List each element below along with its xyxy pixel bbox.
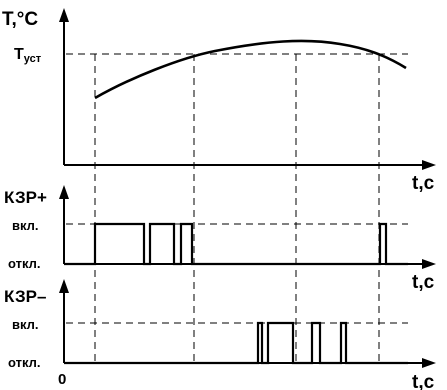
temperature-curve [94, 39, 407, 100]
kzr-plus-x-arrow [422, 259, 436, 269]
kzr-minus-y-arrow [59, 279, 69, 293]
kzr-minus-on-label: вкл. [12, 317, 39, 332]
kzr-minus-signal [64, 321, 408, 365]
kzr-minus-x-arrow [422, 358, 436, 368]
kzr-plus-title: КЗР+ [4, 188, 47, 207]
setpoint-label-main: T [14, 46, 24, 63]
temperature-x-arrow [422, 160, 436, 170]
kzr-minus-chart: КЗР– вкл. откл. 0 t,c [4, 279, 436, 390]
kzr-plus-signal [64, 222, 408, 266]
kzr-plus-off-label: откл. [8, 256, 41, 271]
kzr-minus-off-label: откл. [8, 355, 41, 370]
origin-label: 0 [58, 371, 66, 388]
kzr-plus-chart: КЗР+ вкл. откл. t,c [4, 185, 436, 293]
kzr-plus-on-label: вкл. [12, 218, 39, 233]
kzr-plus-time-label: t,c [412, 272, 435, 293]
time-guides [94, 54, 380, 363]
temperature-time-label: t,c [412, 173, 435, 194]
temperature-y-arrow [59, 8, 69, 22]
kzr-minus-title: КЗР– [4, 287, 46, 306]
setpoint-label-sub: уст [24, 53, 42, 65]
kzr-minus-time-label: t,c [412, 372, 435, 390]
temperature-chart: T,°C Tуст t,c [2, 8, 436, 194]
temperature-axis-label: T,°C [2, 9, 38, 30]
setpoint-label: Tуст [14, 46, 42, 65]
kzr-plus-y-arrow [59, 185, 69, 199]
